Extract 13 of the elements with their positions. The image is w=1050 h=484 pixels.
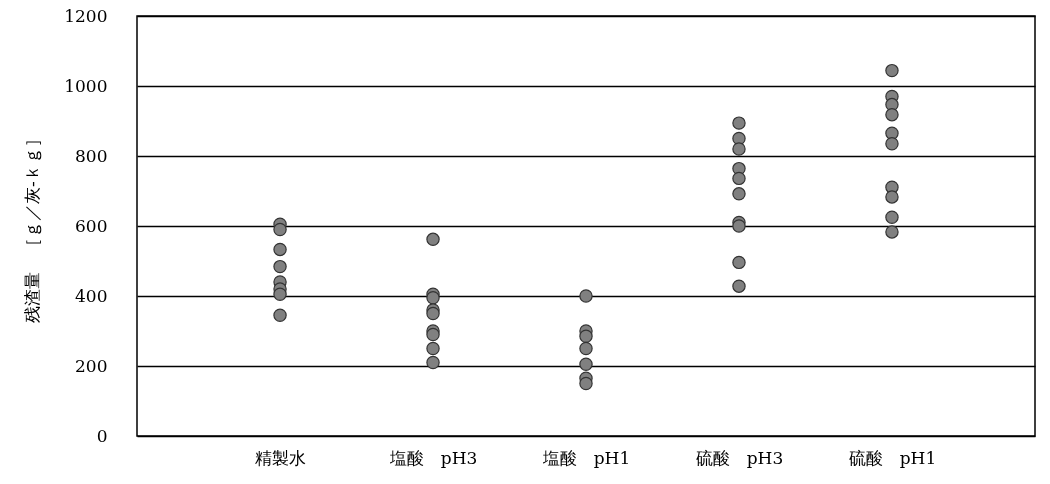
y-tick-label: 200 — [75, 355, 108, 376]
y-tick-label: 0 — [96, 425, 108, 446]
y-tick-label: 1000 — [64, 75, 108, 96]
x-tick-label: 硫酸 pH1 — [848, 447, 937, 468]
y-tick-label: 800 — [75, 145, 108, 166]
y-tick-label: 600 — [75, 215, 108, 236]
x-tick-label: 精製水 — [255, 447, 307, 468]
y-tick-label: 400 — [75, 285, 108, 306]
x-tick-label: 塩酸 pH3 — [388, 447, 478, 468]
x-tick-label: 硫酸 pH3 — [695, 447, 784, 468]
x-tick-label: 塩酸 pH1 — [541, 447, 631, 468]
y-axis-title: 残渣量 ［ｇ／灰-ｋｇ］ — [22, 130, 43, 323]
y-tick-label: 1200 — [64, 5, 108, 26]
